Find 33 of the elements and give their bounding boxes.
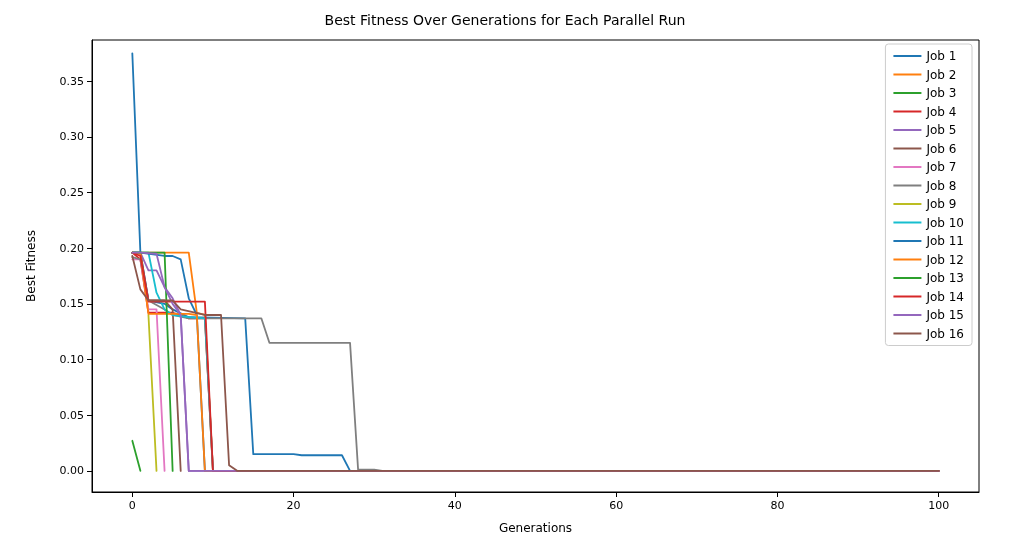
y-tick-label: 0.20 — [59, 241, 84, 255]
legend-label: Job 8 — [925, 178, 957, 193]
legend-label: Job 16 — [925, 326, 965, 341]
x-tick-label: 40 — [447, 499, 462, 512]
legend-label: Job 4 — [925, 104, 957, 119]
x-tick-label: 0 — [128, 499, 136, 512]
y-tick-label: 0.10 — [59, 353, 84, 367]
x-tick-label: 20 — [286, 499, 301, 512]
legend-label: Job 5 — [925, 123, 957, 137]
y-tick-label: 0.15 — [59, 297, 84, 311]
x-tick-label: 60 — [609, 499, 624, 512]
y-tick-label: 0.35 — [59, 74, 84, 88]
legend-label: Job 7 — [925, 160, 957, 174]
chart-title: Best Fitness Over Generations for Each Parallel Run — [324, 12, 686, 28]
legend-label: Job 14 — [925, 289, 965, 304]
y-tick-label: 0.00 — [59, 464, 84, 478]
legend-label: Job 13 — [925, 271, 965, 285]
y-axis-title: Best Fitness — [24, 230, 38, 302]
y-tick-label: 0.05 — [59, 408, 84, 422]
legend-label: Job 12 — [925, 252, 965, 267]
legend-label: Job 15 — [925, 308, 965, 322]
legend-label: Job 11 — [925, 234, 965, 248]
x-tick-label: 100 — [928, 499, 950, 512]
legend-label: Job 10 — [925, 215, 965, 230]
legend-label: Job 1 — [925, 49, 957, 63]
x-axis-title: Generations — [498, 521, 573, 535]
x-tick-label: 80 — [770, 499, 785, 512]
y-tick-label: 0.30 — [59, 130, 84, 144]
y-tick-label: 0.25 — [59, 186, 84, 200]
legend-label: Job 2 — [925, 67, 957, 82]
legend-label: Job 9 — [925, 197, 957, 211]
legend-label: Job 3 — [925, 86, 957, 100]
legend-label: Job 6 — [925, 141, 957, 156]
